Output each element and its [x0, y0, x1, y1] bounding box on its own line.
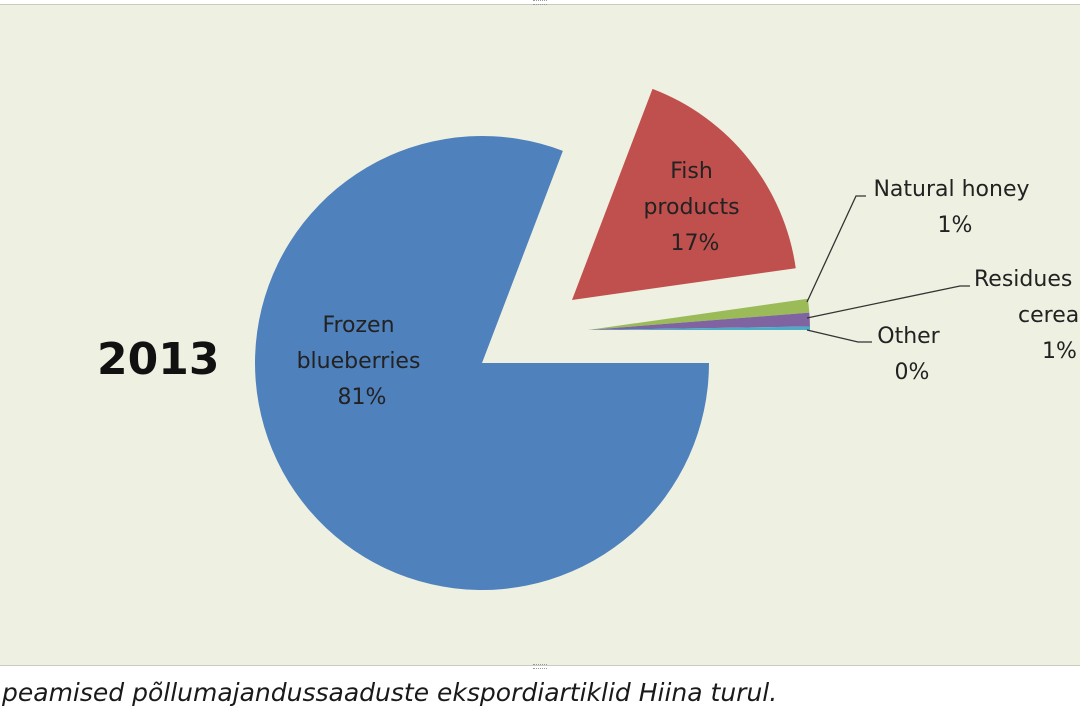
- leader-line-natural-honey: [806, 195, 866, 303]
- pie-slice-residues-of-cereals: [588, 312, 810, 330]
- slice-label-fish-products: Fish products 17%: [643, 159, 746, 256]
- slice-label-residues: Residues cerea 1%: [974, 267, 1080, 364]
- slice-label-natural-honey: Natural honey 1%: [873, 177, 1036, 238]
- figure-caption: peamised põllumajandussaaduste ekspordia…: [2, 678, 778, 707]
- pie-slice-natural-honey: [588, 298, 810, 330]
- resize-handle-top[interactable]: [533, 0, 547, 5]
- slice-label-other: Other 0%: [877, 324, 946, 385]
- pie-slice-other: [588, 326, 810, 330]
- leader-line-other: [806, 329, 872, 343]
- chart-title: 2013: [97, 334, 219, 385]
- pie-slice-frozen-blueberries: [254, 136, 709, 591]
- pie-slice-fish-products: [572, 88, 796, 300]
- slice-label-frozen-blueberries: Frozen blueberries 81%: [297, 313, 428, 410]
- leader-line-residues: [806, 285, 970, 319]
- resize-handle-bottom[interactable]: [533, 664, 547, 669]
